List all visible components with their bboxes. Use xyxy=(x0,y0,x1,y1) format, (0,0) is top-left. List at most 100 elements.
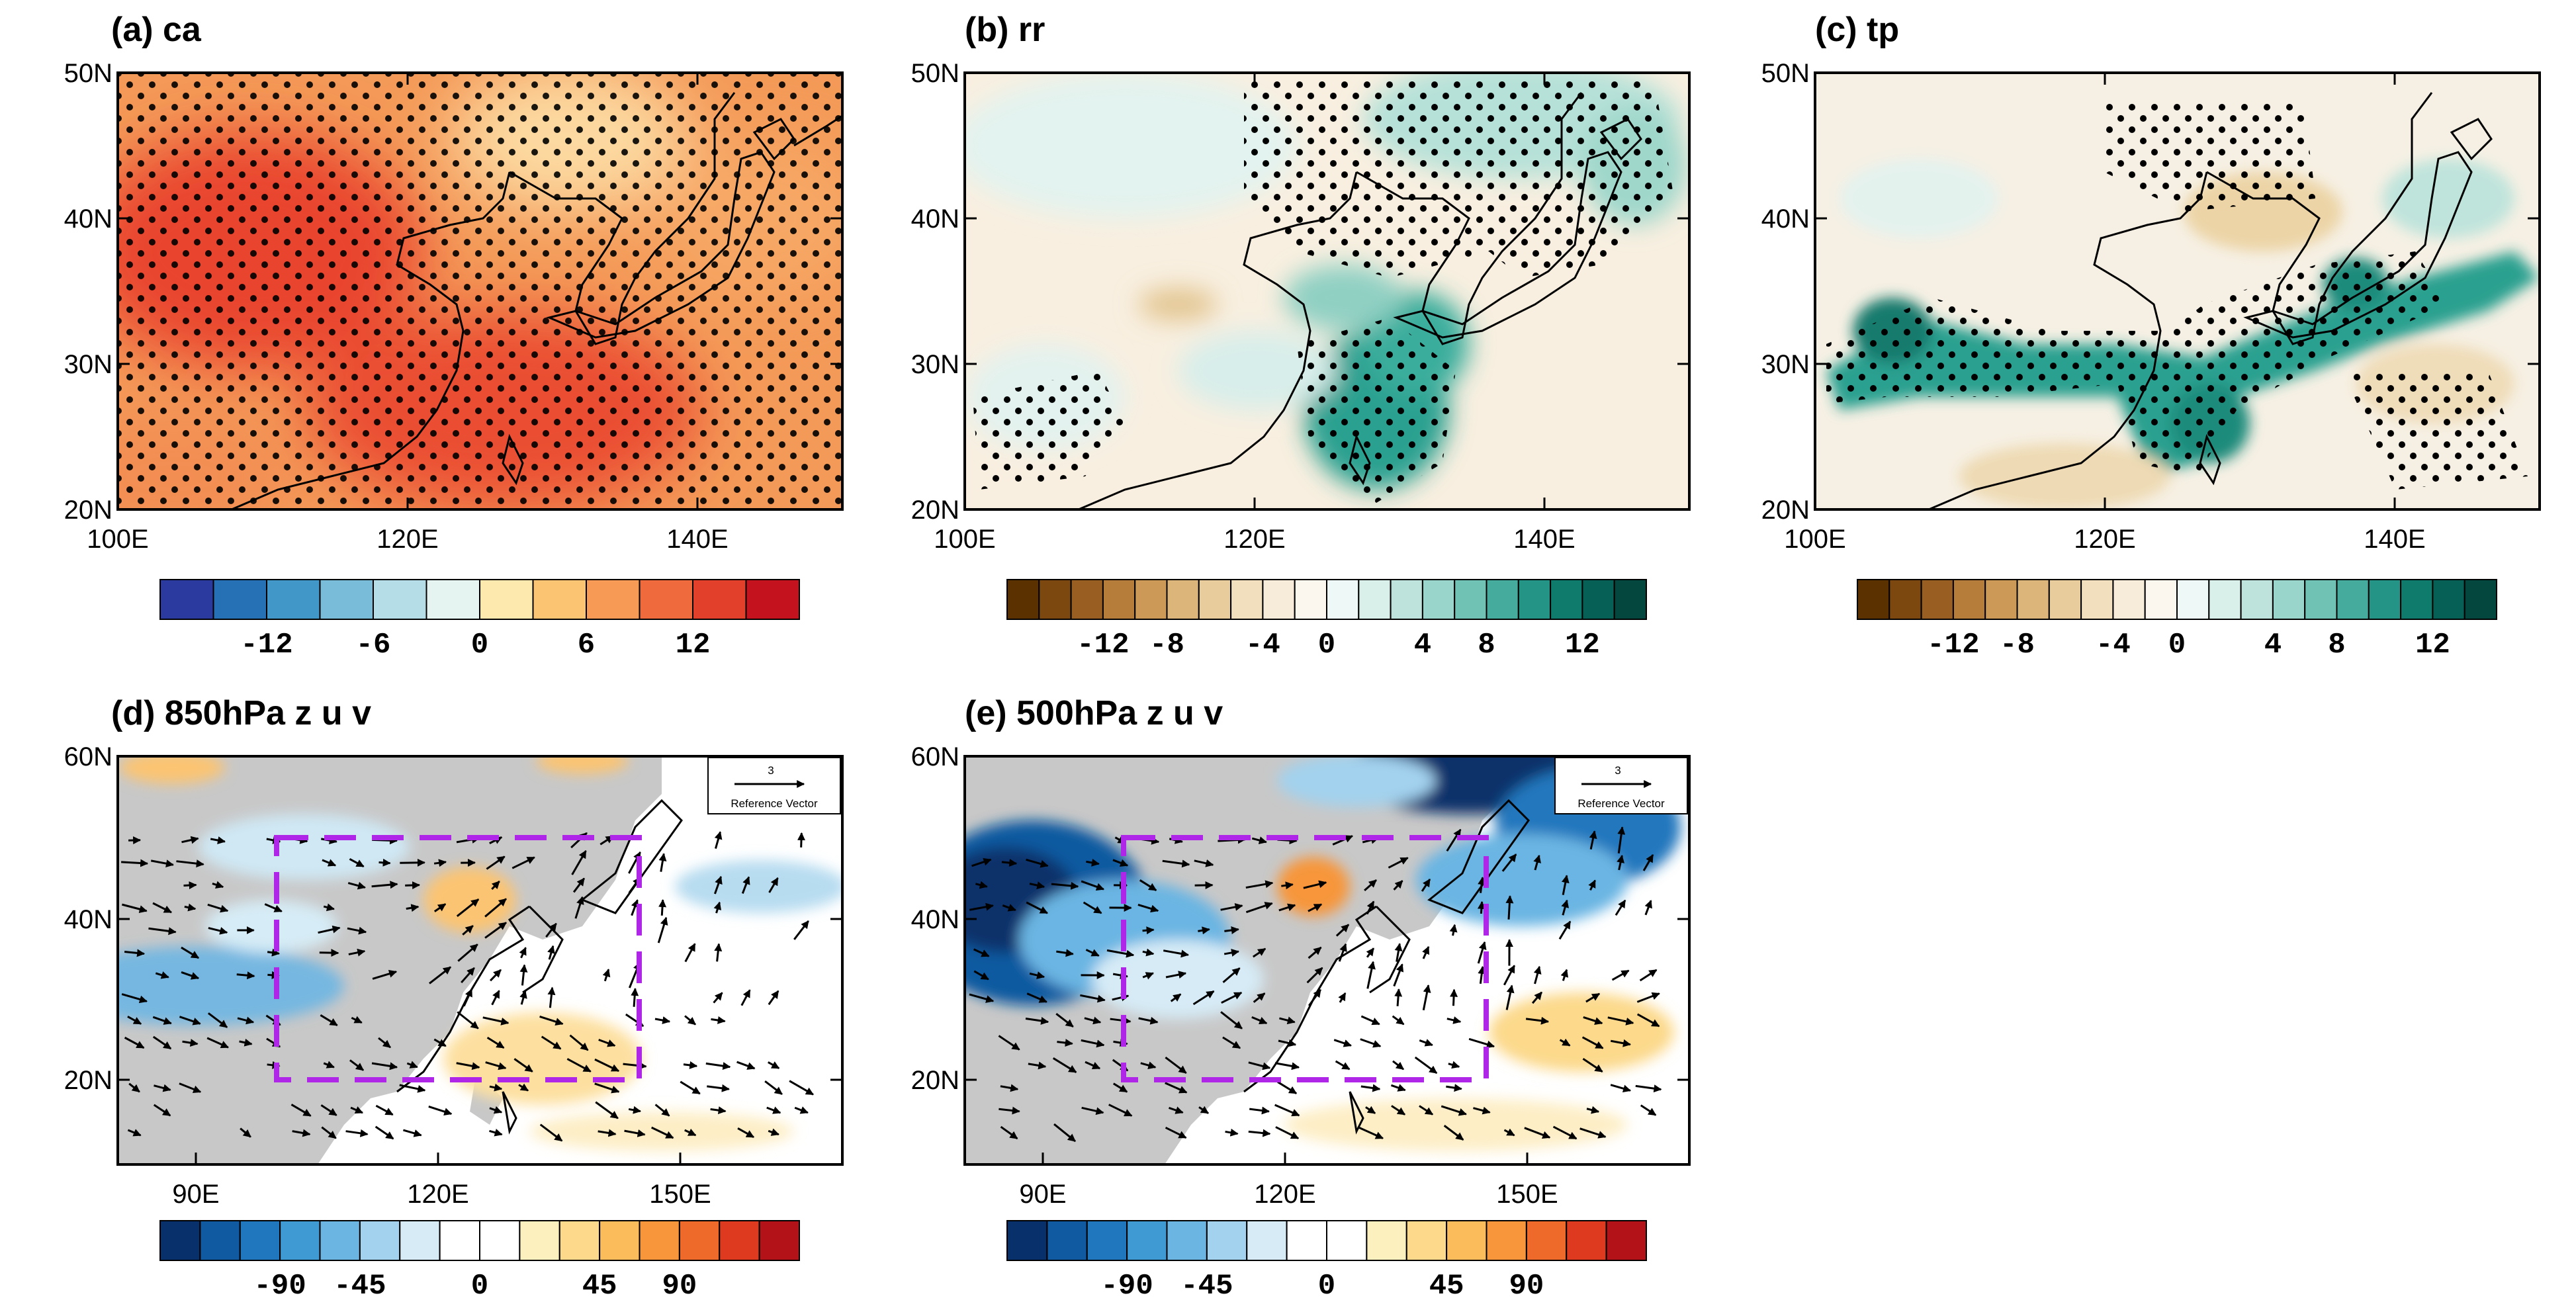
wind-vector xyxy=(1222,1036,1241,1049)
colorbar-swatch xyxy=(2336,579,2370,620)
wind-vector xyxy=(183,881,197,890)
wind-vector xyxy=(1138,1016,1159,1025)
colorbar-swatch xyxy=(1038,579,1072,620)
wind-vectors-e xyxy=(969,826,1662,1143)
colorbar-c: -12 -8 -4 0 4 8 12 xyxy=(1857,579,2497,662)
reference-vector-label-d: Reference Vector xyxy=(731,797,818,810)
wind-vector xyxy=(1029,971,1045,979)
colorbar-label: -45 xyxy=(333,1270,386,1303)
wind-vector xyxy=(1308,989,1322,1006)
colorbar-swatch xyxy=(2080,579,2114,620)
wind-vector xyxy=(1275,1126,1300,1139)
wind-vector xyxy=(1108,1104,1133,1117)
wind-vector xyxy=(598,1039,616,1047)
wind-vector xyxy=(1473,1106,1491,1115)
colorbar-swatch xyxy=(1550,579,1583,620)
wind-vector xyxy=(1274,1104,1300,1117)
wind-vector xyxy=(179,1082,202,1093)
wind-vector xyxy=(1607,1016,1634,1026)
wind-vector xyxy=(1610,1084,1632,1093)
wind-vector xyxy=(349,1059,365,1071)
wind-vector xyxy=(372,969,398,980)
wind-vector xyxy=(429,966,451,984)
wind-vector xyxy=(1333,1039,1352,1047)
wind-vector xyxy=(182,1039,199,1047)
wind-vector xyxy=(127,1129,142,1137)
colorbar-label: 12 xyxy=(1565,629,1600,662)
wind-vector xyxy=(1366,900,1375,915)
wind-vector xyxy=(1360,1084,1381,1092)
xtick-c-2: 140E xyxy=(2364,525,2425,554)
wind-vector xyxy=(736,1061,756,1070)
wind-vector xyxy=(485,1061,507,1071)
colorbar-swatch xyxy=(1581,579,1615,620)
wind-vector xyxy=(1589,830,1597,850)
wind-vector xyxy=(631,988,639,1007)
colorbar-label: -12 xyxy=(240,629,292,662)
wind-vector xyxy=(1583,1016,1603,1025)
ytick-c-3: 20N xyxy=(1761,496,1810,525)
panel-b-title: (b) rr xyxy=(965,11,1045,49)
colorbar-swatch xyxy=(1006,1220,1048,1261)
wind-vector xyxy=(207,903,229,913)
wind-vector xyxy=(1192,990,1215,1006)
colorbar-swatch xyxy=(359,1220,401,1261)
wind-vector xyxy=(128,1082,140,1093)
wind-vector xyxy=(1281,881,1294,890)
wind-vector xyxy=(975,881,988,889)
wind-vector xyxy=(148,927,177,936)
colorbar-swatch xyxy=(1486,579,1519,620)
panel-b: (b) rr xyxy=(911,11,1691,662)
wind-vector xyxy=(658,853,667,872)
wind-vector xyxy=(1338,992,1347,1003)
colorbar-label: 4 xyxy=(2264,629,2282,662)
wind-vector xyxy=(208,927,228,935)
panel-d: (d) 850hPa z u v xyxy=(64,694,844,1303)
colorbar-swatch xyxy=(2304,579,2338,620)
wind-vector xyxy=(713,992,723,1004)
wind-vector xyxy=(1392,1015,1405,1026)
wind-vector xyxy=(121,859,149,867)
wind-vector xyxy=(1505,984,1515,1010)
wind-vector xyxy=(572,877,586,893)
colorbar-swatch xyxy=(1454,579,1488,620)
wind-vector xyxy=(1249,1106,1270,1115)
wind-vector xyxy=(518,1083,529,1092)
colorbar-swatch xyxy=(639,579,693,620)
colorbar-label: -90 xyxy=(1101,1270,1153,1303)
wind-vector xyxy=(1086,858,1100,867)
wind-vector xyxy=(684,1015,696,1026)
wind-vector xyxy=(1448,1061,1460,1069)
wind-vector xyxy=(1026,992,1047,1003)
wind-vector xyxy=(1581,1036,1604,1049)
wind-vector xyxy=(1142,926,1155,935)
wind-vector xyxy=(789,1080,814,1096)
wind-vector xyxy=(628,1106,642,1114)
colorbar-swatch xyxy=(1198,579,1232,620)
wind-vector xyxy=(1414,1056,1438,1074)
wind-vector xyxy=(1552,1125,1577,1140)
wind-vector xyxy=(484,898,507,918)
wind-vector xyxy=(1394,988,1403,1006)
colorbar-swatch xyxy=(2240,579,2274,620)
wind-vector xyxy=(1477,900,1486,914)
xtick-b-0: 100E xyxy=(934,525,995,554)
colorbar-swatch xyxy=(1166,1220,1208,1261)
wind-vector xyxy=(406,1061,418,1069)
wind-vector xyxy=(1393,880,1403,891)
wind-vector xyxy=(237,1016,255,1025)
wind-vector xyxy=(1248,1129,1271,1137)
wind-vector xyxy=(1419,1039,1433,1047)
xtick-e-2: 150E xyxy=(1496,1180,1558,1209)
colorbar-swatch xyxy=(1421,579,1456,620)
colorbar-swatch xyxy=(586,579,641,620)
ytick-a-2: 30N xyxy=(64,350,112,379)
colorbar-swatch xyxy=(1046,1220,1088,1261)
wind-vector xyxy=(1223,949,1240,957)
wind-vector xyxy=(1388,857,1409,869)
wind-vector xyxy=(684,1128,697,1137)
wind-vector xyxy=(1446,828,1462,852)
colorbar-label: -12 xyxy=(1927,629,1979,662)
wind-vector xyxy=(713,875,723,895)
wind-vector xyxy=(1142,972,1154,980)
